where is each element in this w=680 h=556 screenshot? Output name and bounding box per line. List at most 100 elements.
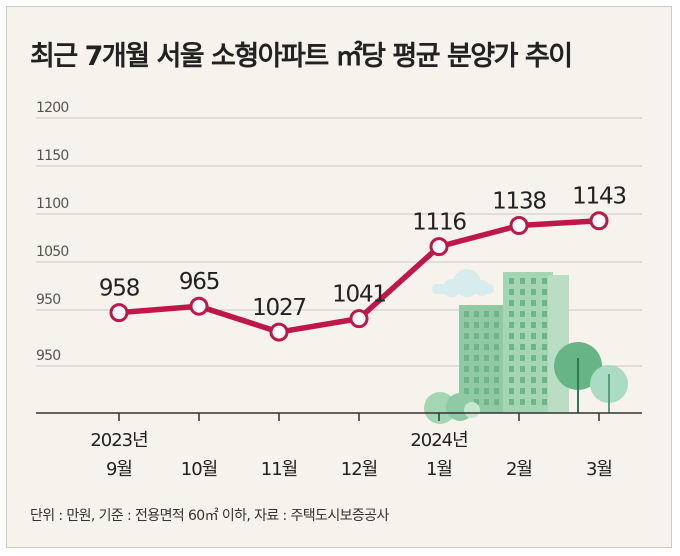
window [520, 388, 525, 394]
window [464, 355, 469, 361]
series-line [109, 211, 609, 342]
city-illustration [424, 269, 628, 424]
window [474, 366, 479, 372]
window [542, 278, 547, 284]
window [509, 322, 514, 328]
window [509, 278, 514, 284]
window [474, 322, 479, 328]
window [494, 333, 499, 339]
window [542, 377, 547, 383]
window [464, 377, 469, 383]
window [542, 388, 547, 394]
window [474, 344, 479, 350]
window [464, 388, 469, 394]
window [542, 333, 547, 339]
window [494, 311, 499, 317]
window [509, 311, 514, 317]
window [531, 289, 536, 295]
x-tick-label-month: 12월 [341, 459, 377, 480]
x-tick-label-month: 2월 [506, 459, 532, 480]
window [531, 388, 536, 394]
data-point [189, 296, 209, 316]
window [494, 399, 499, 405]
window [494, 366, 499, 372]
window [474, 333, 479, 339]
window [531, 344, 536, 350]
window [520, 399, 525, 405]
x-tick-label-month: 11월 [261, 459, 297, 480]
window [531, 333, 536, 339]
y-tick-label: 950 [36, 348, 60, 364]
window [464, 311, 469, 317]
window [509, 366, 514, 372]
window [509, 300, 514, 306]
window [509, 377, 514, 383]
window [464, 333, 469, 339]
window [520, 311, 525, 317]
x-tick-label-month: 1월 [426, 459, 452, 480]
window [509, 399, 514, 405]
data-label: 958 [99, 276, 140, 302]
window [494, 355, 499, 361]
data-point [269, 322, 289, 342]
window [542, 399, 547, 405]
window [484, 311, 489, 317]
chart-title: 최근 7개월 서울 소형아파트 ㎡당 평균 분양가 추이 [30, 41, 573, 72]
window [542, 355, 547, 361]
window [484, 344, 489, 350]
window [542, 289, 547, 295]
data-point [509, 216, 529, 236]
data-label: 1041 [332, 282, 386, 308]
window [531, 377, 536, 383]
window [531, 366, 536, 372]
window [520, 366, 525, 372]
window [484, 399, 489, 405]
window [474, 377, 479, 383]
data-label: 1027 [252, 295, 306, 321]
window [531, 399, 536, 405]
window [520, 322, 525, 328]
window [509, 388, 514, 394]
window [484, 366, 489, 372]
window [474, 388, 479, 394]
window [520, 289, 525, 295]
data-label: 1116 [412, 210, 466, 236]
window [509, 344, 514, 350]
window [531, 311, 536, 317]
window [474, 399, 479, 405]
x-axis: 2023년 9월 10월 11월 12월 2024년 1월 2월 3월 [36, 412, 642, 480]
window [494, 344, 499, 350]
window [484, 377, 489, 383]
window [542, 344, 547, 350]
window [531, 278, 536, 284]
y-tick-label: 950 [36, 292, 60, 308]
x-tick-label-month: 3월 [586, 459, 612, 480]
window [520, 300, 525, 306]
data-labels: 958 965 1027 1041 1116 1138 1143 [99, 184, 627, 321]
window [494, 388, 499, 394]
x-tick-label-year: 2023년 [90, 430, 147, 451]
window [484, 388, 489, 394]
window [531, 300, 536, 306]
y-axis-labels: 1200 1150 1100 1050 950 950 [36, 100, 69, 364]
window [494, 377, 499, 383]
data-point [429, 237, 449, 257]
window [474, 311, 479, 317]
window [520, 278, 525, 284]
cloud-icon [432, 269, 494, 297]
window [520, 344, 525, 350]
window [531, 355, 536, 361]
data-point [349, 309, 369, 329]
window [509, 289, 514, 295]
window [520, 355, 525, 361]
window [494, 322, 499, 328]
window [542, 300, 547, 306]
window [484, 333, 489, 339]
window [542, 366, 547, 372]
window [509, 333, 514, 339]
window [520, 333, 525, 339]
bush-icon [424, 392, 480, 424]
x-tick-label-month: 10월 [181, 459, 217, 480]
y-tick-label: 1050 [36, 244, 68, 260]
